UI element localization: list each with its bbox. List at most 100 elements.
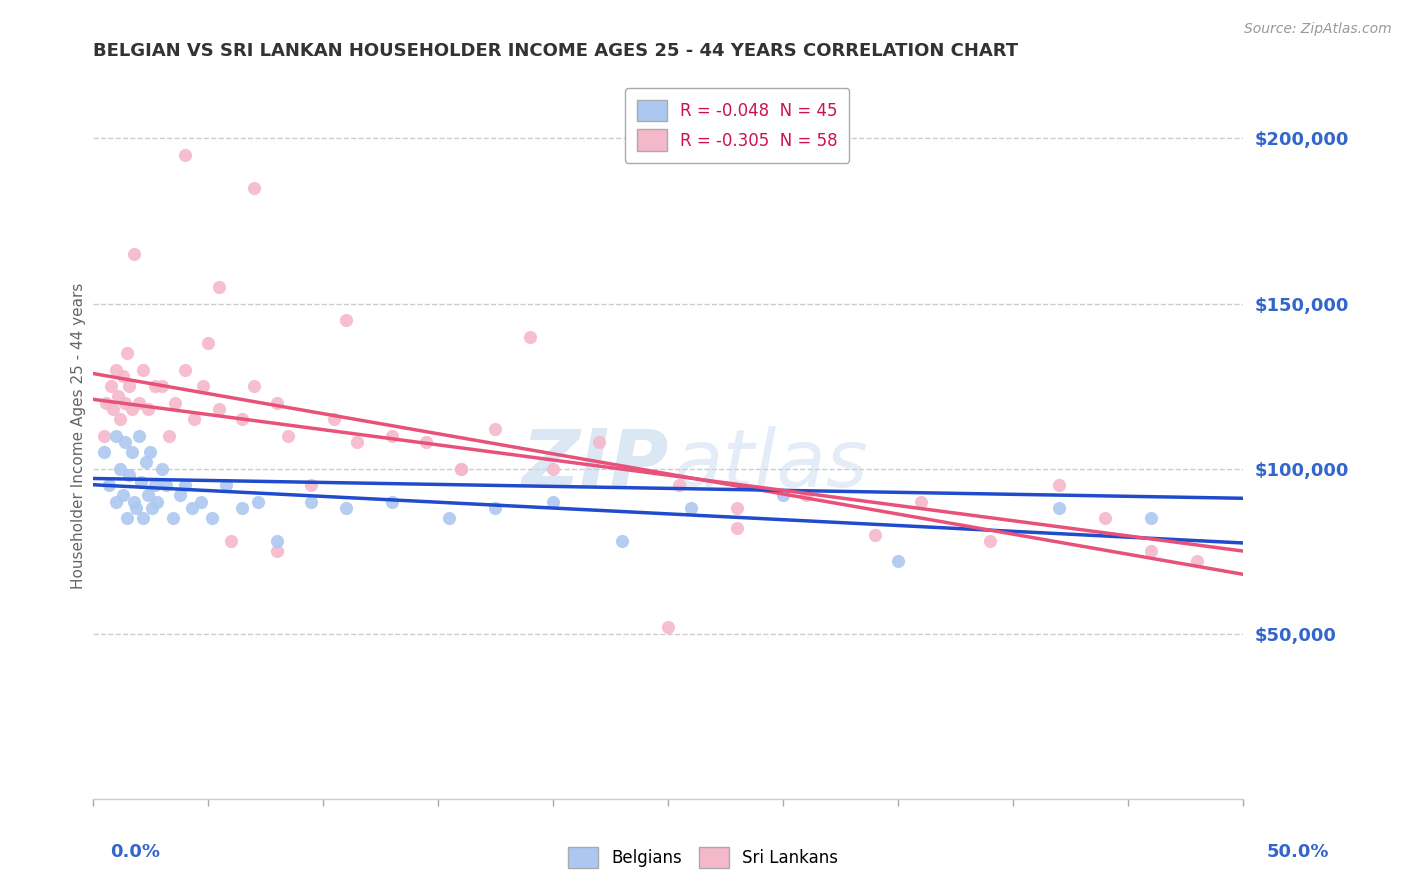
Point <box>157 428 180 442</box>
Point <box>110 412 132 426</box>
Point <box>299 478 322 492</box>
Text: BELGIAN VS SRI LANKAN HOUSEHOLDER INCOME AGES 25 - 44 YEARS CORRELATION CHART: BELGIAN VS SRI LANKAN HOUSEHOLDER INCOME… <box>93 42 1018 60</box>
Point <box>136 488 159 502</box>
Point <box>132 362 155 376</box>
Point <box>208 280 231 294</box>
Point <box>1094 511 1116 525</box>
Point <box>128 428 150 442</box>
Point <box>111 369 134 384</box>
Point <box>335 313 357 327</box>
Point <box>910 494 932 508</box>
Point <box>794 488 817 502</box>
Point <box>299 494 322 508</box>
Point <box>111 488 134 502</box>
Point <box>519 329 541 343</box>
Point <box>104 428 127 442</box>
Text: 50.0%: 50.0% <box>1267 843 1329 861</box>
Legend: Belgians, Sri Lankans: Belgians, Sri Lankans <box>561 840 845 875</box>
Point <box>141 501 163 516</box>
Y-axis label: Householder Income Ages 25 - 44 years: Householder Income Ages 25 - 44 years <box>72 283 86 589</box>
Text: atlas: atlas <box>673 425 869 504</box>
Point <box>155 478 177 492</box>
Point <box>121 445 143 459</box>
Point <box>132 511 155 525</box>
Point <box>139 445 162 459</box>
Point <box>191 379 214 393</box>
Point <box>484 501 506 516</box>
Point <box>208 402 231 417</box>
Point <box>150 379 173 393</box>
Point <box>180 501 202 516</box>
Point <box>668 478 690 492</box>
Point <box>122 494 145 508</box>
Point <box>169 488 191 502</box>
Point <box>277 428 299 442</box>
Point <box>231 412 253 426</box>
Point <box>118 468 141 483</box>
Point <box>115 346 138 360</box>
Point <box>242 181 264 195</box>
Point <box>201 511 224 525</box>
Point <box>128 395 150 409</box>
Point <box>657 620 679 634</box>
Point <box>588 435 610 450</box>
Point <box>190 494 212 508</box>
Point <box>679 501 702 516</box>
Point <box>93 445 115 459</box>
Point <box>118 379 141 393</box>
Point <box>266 544 288 558</box>
Point <box>725 521 748 535</box>
Point <box>1047 478 1070 492</box>
Point <box>107 389 129 403</box>
Point <box>197 336 219 351</box>
Point <box>863 527 886 541</box>
Point <box>146 494 169 508</box>
Point <box>381 494 404 508</box>
Text: Source: ZipAtlas.com: Source: ZipAtlas.com <box>1244 22 1392 37</box>
Point <box>346 435 368 450</box>
Point <box>129 475 152 489</box>
Point <box>772 488 794 502</box>
Point <box>173 478 195 492</box>
Point <box>266 395 288 409</box>
Point <box>215 478 238 492</box>
Point <box>97 478 120 492</box>
Point <box>93 428 115 442</box>
Point <box>1187 554 1209 568</box>
Point <box>1047 501 1070 516</box>
Point <box>96 395 118 409</box>
Point <box>121 402 143 417</box>
Point <box>162 511 184 525</box>
Point <box>173 362 195 376</box>
Point <box>1140 544 1163 558</box>
Text: 0.0%: 0.0% <box>110 843 160 861</box>
Point <box>143 379 166 393</box>
Point <box>1140 511 1163 525</box>
Point <box>242 379 264 393</box>
Point <box>114 435 136 450</box>
Point <box>610 534 633 549</box>
Point <box>103 402 125 417</box>
Point <box>219 534 242 549</box>
Point <box>136 402 159 417</box>
Point <box>165 395 187 409</box>
Legend: R = -0.048  N = 45, R = -0.305  N = 58: R = -0.048 N = 45, R = -0.305 N = 58 <box>624 88 849 162</box>
Point <box>415 435 437 450</box>
Point <box>381 428 404 442</box>
Point <box>247 494 270 508</box>
Point <box>135 455 157 469</box>
Point <box>323 412 346 426</box>
Point <box>541 461 564 475</box>
Point <box>115 511 138 525</box>
Point <box>439 511 461 525</box>
Point <box>110 461 132 475</box>
Point <box>104 362 127 376</box>
Point <box>150 461 173 475</box>
Point <box>104 494 127 508</box>
Point <box>335 501 357 516</box>
Point <box>979 534 1001 549</box>
Point <box>173 148 195 162</box>
Text: ZIP: ZIP <box>520 425 668 504</box>
Point <box>122 247 145 261</box>
Point <box>887 554 910 568</box>
